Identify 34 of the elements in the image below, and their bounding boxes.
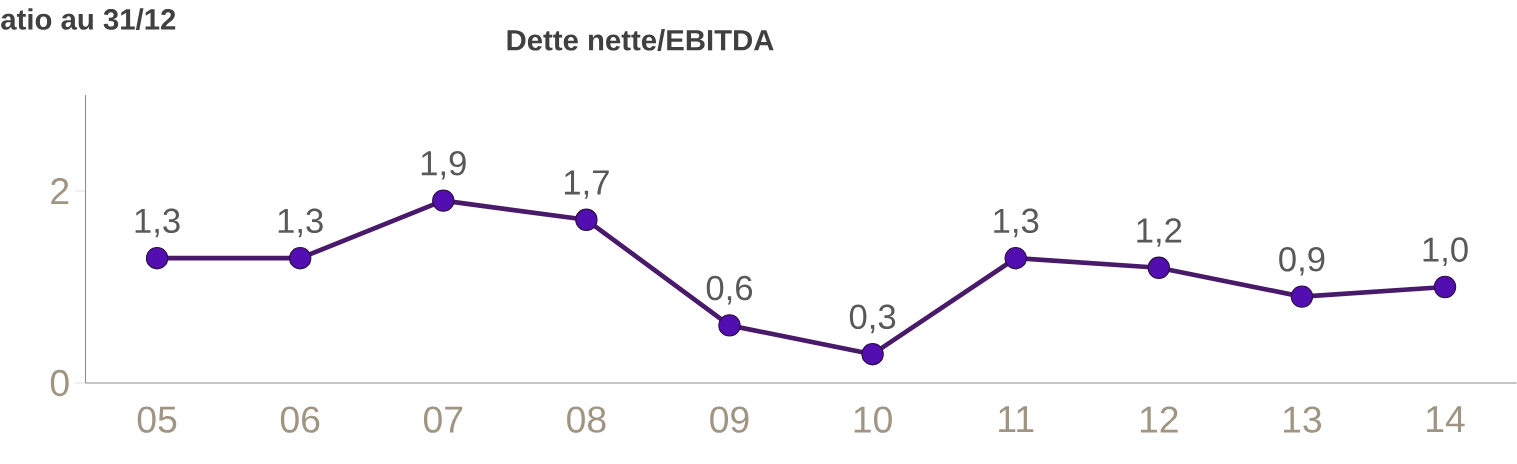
data-label: 1,9 <box>421 150 466 180</box>
point <box>288 246 312 270</box>
x-tick-label: 11 <box>999 406 1034 433</box>
data-label: 0,6 <box>706 275 753 305</box>
x-tick-label: 07 <box>423 406 463 433</box>
chart-subtitle: atio au 31/12 <box>1 8 176 31</box>
point <box>432 189 455 212</box>
point <box>1004 246 1027 270</box>
x-tick-label: 09 <box>710 406 749 433</box>
x-tick-label: 08 <box>567 406 606 433</box>
point <box>575 208 598 231</box>
x-tick-label: 12 <box>1140 406 1178 433</box>
y-tick-label: 0 <box>50 369 69 397</box>
data-label: 1,3 <box>135 208 180 238</box>
x-tick-label: 05 <box>137 406 177 433</box>
data-label: 1,7 <box>564 170 609 199</box>
point <box>861 342 884 366</box>
point <box>1147 256 1171 279</box>
x-tick-label: 06 <box>280 406 320 433</box>
x-tick-label: 10 <box>854 406 892 433</box>
point <box>1433 275 1457 299</box>
data-label: 0,9 <box>1279 246 1325 276</box>
data-label: 1,0 <box>1423 237 1468 267</box>
data-label: 1,3 <box>278 208 323 238</box>
x-tick-label: 13 <box>1283 406 1322 433</box>
y-tick-label: 2 <box>51 177 69 205</box>
point <box>718 314 741 337</box>
data-label: 1,2 <box>1137 218 1182 247</box>
chart-title: Dette nette/EBITDA <box>507 29 774 51</box>
x-tick-label: 14 <box>1427 406 1465 433</box>
point <box>145 246 169 270</box>
data-label: 1,3 <box>994 208 1039 238</box>
point <box>1290 285 1314 308</box>
data-label: 0,3 <box>849 304 896 334</box>
